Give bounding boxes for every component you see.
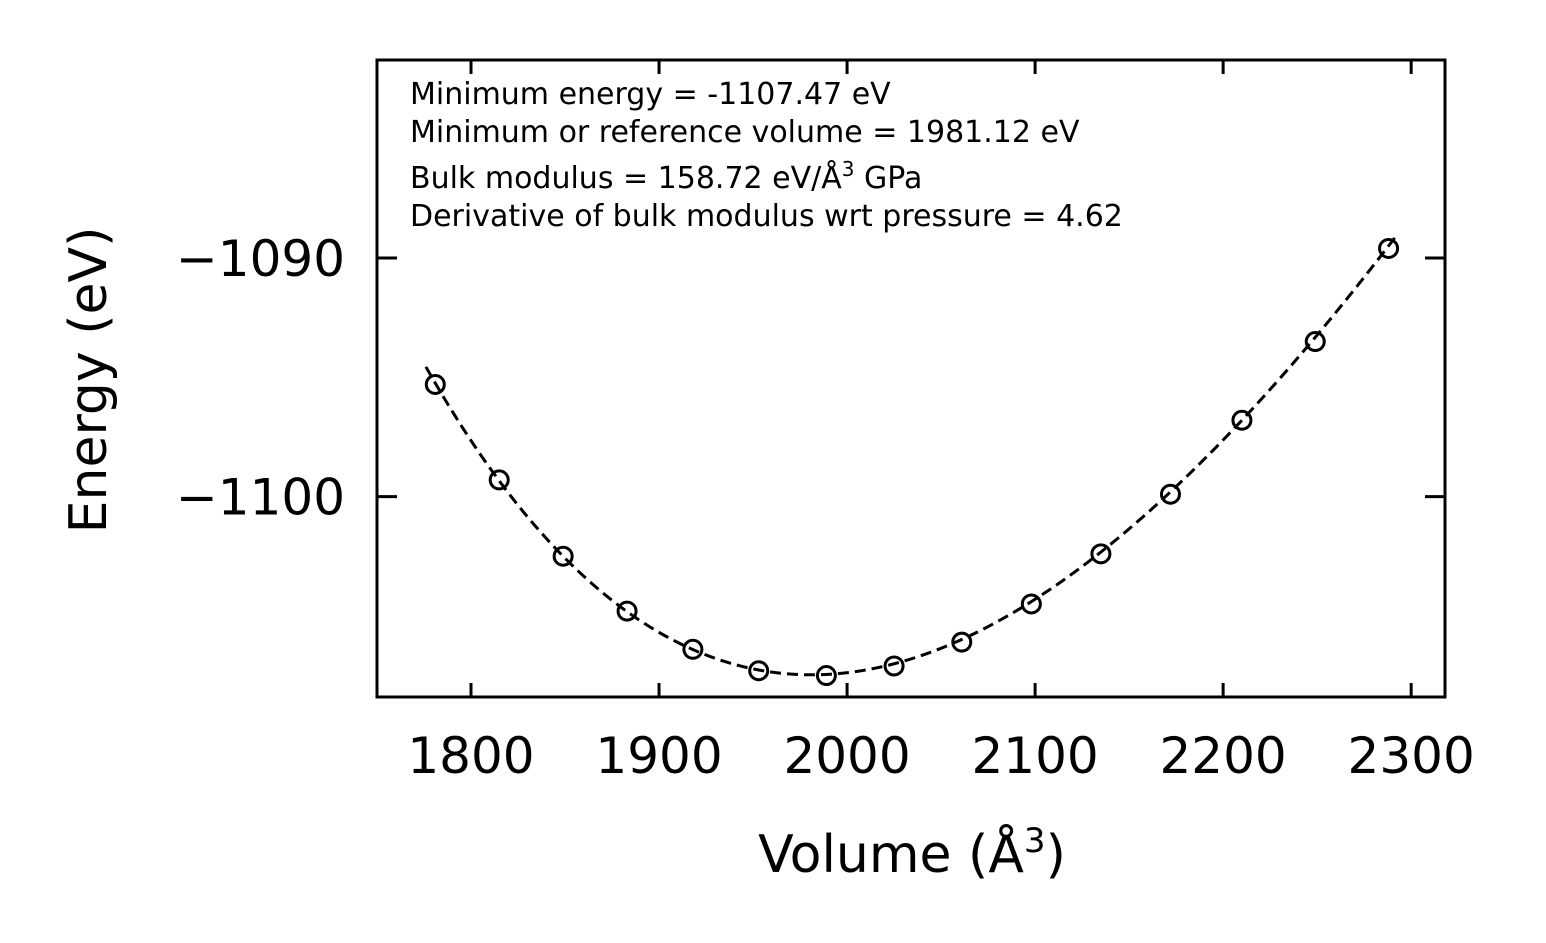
annotation-bulk-modulus-derivative: Derivative of bulk modulus wrt pressure …: [410, 199, 1123, 234]
x-axis-label-close: ): [1046, 825, 1066, 885]
data-point: [815, 665, 837, 687]
x-tick-label: 1900: [595, 727, 722, 785]
data-point: [951, 631, 973, 653]
fit-curve: [424, 235, 1398, 677]
annotation-bulk-modulus: Bulk modulus = 158.72 eV/Å3 GPa: [410, 157, 922, 196]
x-tick-label: 2100: [971, 727, 1098, 785]
y-tick-label: −1100: [176, 469, 345, 527]
x-tick-label: 2300: [1348, 727, 1475, 785]
plot-area: 1800 1900 2000 2100 2200 2300 −1090 −1100: [176, 58, 1475, 785]
data-point: [1159, 483, 1181, 505]
data-point: [883, 655, 905, 677]
annotation-bulk-modulus-sup: 3: [842, 157, 855, 181]
annotation-bulk-modulus-main: Bulk modulus = 158.72 eV/Å: [410, 160, 842, 196]
data-point: [1090, 543, 1112, 565]
annotation-bulk-modulus-unit: GPa: [855, 161, 923, 196]
data-point: [1304, 331, 1326, 353]
x-tick-label: 2000: [783, 727, 910, 785]
data-point: [616, 600, 638, 622]
x-tick-label: 1800: [407, 727, 534, 785]
y-tick-label: −1090: [176, 230, 345, 288]
x-axis-label: Volume (Å3): [758, 821, 1066, 885]
data-point: [1231, 409, 1253, 431]
data-point: [424, 373, 446, 395]
x-tick-label: 2200: [1160, 727, 1287, 785]
plot-frame: [375, 58, 1447, 699]
data-point: [748, 660, 770, 682]
x-axis-label-sup: 3: [1024, 821, 1046, 861]
data-point: [1020, 593, 1042, 615]
data-point: [1378, 237, 1400, 259]
annotation-min-energy: Minimum energy = -1107.47 eV: [410, 77, 891, 112]
x-axis-label-main: Volume (Å: [758, 823, 1024, 885]
data-point: [552, 545, 574, 567]
data-point: [488, 469, 510, 491]
data-point: [682, 638, 704, 660]
y-axis-label: Energy (eV): [59, 227, 119, 534]
annotation-ref-volume: Minimum or reference volume = 1981.12 eV: [410, 115, 1080, 150]
